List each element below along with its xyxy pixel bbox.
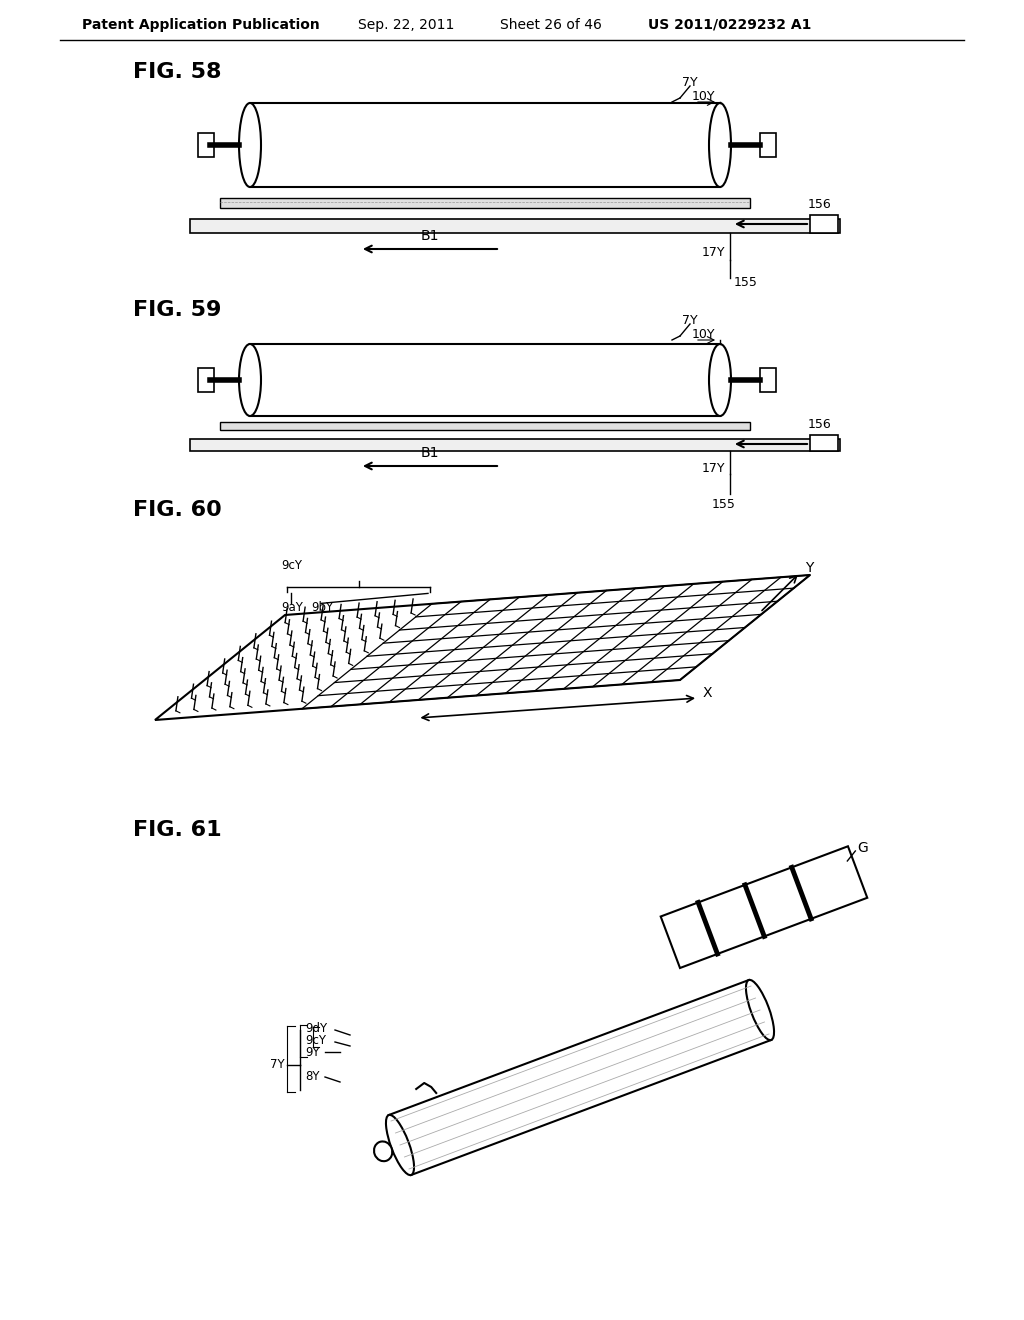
Ellipse shape xyxy=(709,345,731,416)
Bar xyxy=(810,436,838,451)
Text: Sep. 22, 2011: Sep. 22, 2011 xyxy=(358,18,455,32)
Bar xyxy=(198,368,214,392)
Polygon shape xyxy=(155,576,810,719)
Bar xyxy=(198,133,214,157)
Text: 9cY: 9cY xyxy=(281,558,302,572)
Bar xyxy=(760,368,776,392)
Text: Y: Y xyxy=(805,561,813,574)
Text: Sheet 26 of 46: Sheet 26 of 46 xyxy=(500,18,602,32)
Text: 7Y: 7Y xyxy=(682,314,697,326)
Bar xyxy=(220,422,750,430)
Text: FIG. 59: FIG. 59 xyxy=(133,300,221,319)
Text: 156: 156 xyxy=(808,418,831,432)
Bar xyxy=(760,133,776,157)
Text: 17Y: 17Y xyxy=(702,462,725,475)
Text: 17Y: 17Y xyxy=(702,247,725,260)
Ellipse shape xyxy=(239,103,261,187)
Text: 7Y: 7Y xyxy=(270,1059,285,1072)
Ellipse shape xyxy=(745,979,774,1040)
Bar xyxy=(190,219,840,234)
Text: 155: 155 xyxy=(734,276,758,289)
Text: FIG. 58: FIG. 58 xyxy=(133,62,221,82)
Bar xyxy=(250,103,720,187)
Bar xyxy=(250,345,720,416)
Ellipse shape xyxy=(239,345,261,416)
Text: 9bY: 9bY xyxy=(311,601,333,614)
Text: 9cY: 9cY xyxy=(305,1034,326,1047)
Text: Patent Application Publication: Patent Application Publication xyxy=(82,18,319,32)
Bar xyxy=(220,198,750,209)
Text: 9Y: 9Y xyxy=(305,1045,319,1059)
Text: 8Y: 8Y xyxy=(305,1071,319,1084)
Bar xyxy=(190,440,840,451)
Text: X: X xyxy=(703,686,713,700)
Text: FIG. 60: FIG. 60 xyxy=(133,500,222,520)
Bar xyxy=(810,215,838,234)
Ellipse shape xyxy=(386,1115,414,1175)
Text: B1: B1 xyxy=(421,446,439,459)
Polygon shape xyxy=(389,979,771,1175)
Ellipse shape xyxy=(374,1142,392,1162)
Text: 10Y: 10Y xyxy=(692,327,716,341)
Text: 7Y: 7Y xyxy=(682,75,697,88)
Polygon shape xyxy=(660,846,867,968)
Text: FIG. 61: FIG. 61 xyxy=(133,820,221,840)
Text: G: G xyxy=(857,841,868,855)
Text: US 2011/0229232 A1: US 2011/0229232 A1 xyxy=(648,18,811,32)
Ellipse shape xyxy=(709,103,731,187)
Text: B1: B1 xyxy=(421,228,439,243)
Text: 9aY: 9aY xyxy=(281,601,303,614)
Text: 155: 155 xyxy=(712,498,736,511)
Text: 156: 156 xyxy=(808,198,831,211)
Text: 9dY: 9dY xyxy=(305,1022,327,1035)
Text: 10Y: 10Y xyxy=(692,90,716,103)
